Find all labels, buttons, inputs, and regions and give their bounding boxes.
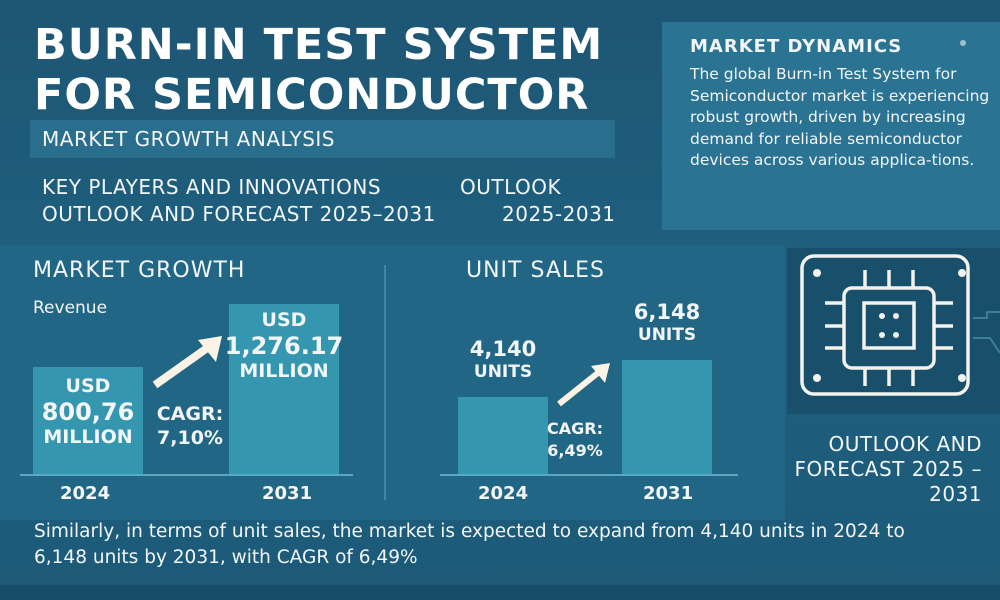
bar-2024	[458, 397, 548, 474]
cagr-label: CAGR:	[156, 403, 224, 425]
data-label: USD 800,76 MILLION	[13, 375, 163, 449]
growth-arrow-icon	[557, 363, 610, 407]
outlook-line-3: 2031	[929, 482, 982, 506]
unit-sales-title: UNIT SALES	[466, 258, 606, 283]
market-growth-title: MARKET GROWTH	[33, 258, 246, 283]
data-label-line: MILLION	[239, 360, 329, 382]
cagr-value: 6,49%	[547, 441, 603, 460]
data-label: USD 1,276.17 MILLION	[209, 309, 359, 383]
bar-2031	[229, 304, 339, 474]
data-label-line: 1,276.17	[224, 332, 344, 360]
x-tick-2024: 2024	[60, 483, 111, 504]
title-line-1: BURN-IN TEST SYSTEM	[34, 20, 604, 70]
data-label-line: UNITS	[637, 325, 697, 345]
market-dynamics-text: The global Burn-in Test System for Semic…	[690, 65, 990, 169]
data-label-line: 6,148	[633, 300, 701, 324]
chip-panel	[787, 248, 1000, 414]
cagr-value: 7,10%	[157, 427, 223, 449]
divider	[384, 265, 386, 500]
data-label-line: UNITS	[473, 362, 533, 383]
data-label-line: USD	[65, 375, 111, 398]
outlook-label: OUTLOOK	[460, 175, 562, 199]
x-tick-2031: 2031	[262, 483, 313, 504]
data-label: 4,140 UNITS	[438, 337, 568, 383]
outlook-forecast: OUTLOOK AND FORECAST 2025 – 2031	[795, 432, 982, 507]
subtitle: MARKET GROWTH ANALYSIS	[42, 127, 336, 151]
outlook-line-1: OUTLOOK AND	[828, 432, 982, 456]
units-baseline	[440, 474, 738, 476]
page-title: BURN-IN TEST SYSTEM FOR SEMICONDUCTOR	[34, 20, 603, 120]
revenue-label: Revenue	[33, 298, 108, 318]
footer-text: Similarly, in terms of unit sales, the m…	[34, 521, 905, 568]
x-tick-2031: 2031	[643, 483, 694, 504]
market-dynamics-panel: MARKET DYNAMICS The global Burn-in Test …	[662, 22, 1000, 230]
bar-2024	[33, 367, 143, 474]
units-cagr: CAGR: 6,49%	[540, 418, 610, 462]
data-label-line: MILLION	[43, 426, 133, 449]
bar-2031	[622, 360, 712, 474]
dot-icon	[960, 40, 966, 46]
market-dynamics-title: MARKET DYNAMICS	[690, 36, 903, 57]
revenue-cagr: CAGR: 7,10%	[150, 402, 230, 450]
growth-arrow-icon	[152, 336, 222, 389]
forecast-years: 2025-2031	[502, 202, 616, 226]
cagr-label: CAGR:	[547, 419, 603, 438]
chip-icon	[800, 254, 1000, 396]
bottom-strip	[0, 585, 1000, 600]
data-label: 6,148 UNITS	[602, 300, 732, 346]
subtitle-panel: MARKET GROWTH ANALYSIS	[30, 120, 615, 158]
title-line-2: FOR SEMICONDUCTOR	[34, 70, 590, 120]
x-tick-2024: 2024	[478, 483, 529, 504]
outlook-line-2: FORECAST 2025 –	[794, 457, 982, 481]
data-label-line: USD	[261, 309, 307, 331]
data-label-line: 800,76	[41, 398, 135, 427]
key-players-label: KEY PLAYERS AND INNOVATIONS	[42, 175, 382, 199]
data-label-line: 4,140	[469, 337, 537, 362]
forecast-label: OUTLOOK AND FORECAST 2025–2031	[42, 202, 436, 226]
revenue-baseline	[20, 474, 353, 476]
